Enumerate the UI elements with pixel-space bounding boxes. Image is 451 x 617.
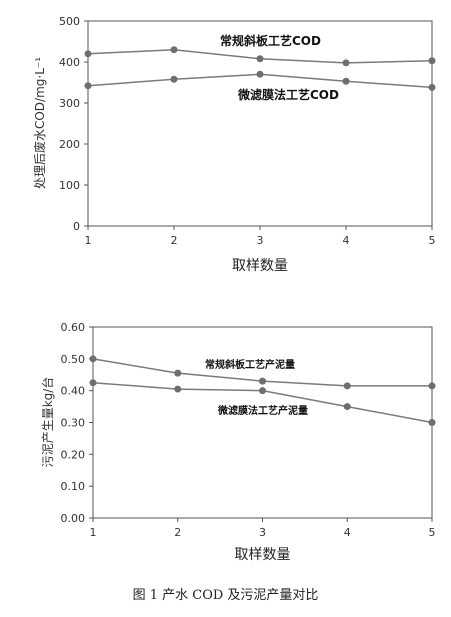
data-point [89, 355, 97, 363]
y-tick-label: 300 [59, 97, 80, 110]
x-tick-label: 5 [429, 234, 436, 247]
series-2: 微滤膜法工艺产泥量 [89, 379, 436, 426]
data-point [343, 403, 351, 411]
data-point [170, 75, 178, 83]
y-tick-label: 400 [59, 56, 80, 69]
y-tick-label: 0.10 [61, 480, 86, 493]
data-point [342, 77, 350, 85]
series-2: 微滤膜法工艺COD [84, 70, 436, 102]
data-point [256, 55, 264, 63]
data-point [84, 50, 92, 58]
x-tick-label: 5 [429, 526, 436, 539]
data-point [428, 419, 436, 426]
plot-frame [92, 326, 433, 519]
x-tick-label: 4 [343, 234, 350, 247]
chart-1: 0 100 200 300 400 500 1 2 3 4 5 取样数量 处理后废水COD/mg·L⁻¹… [32, 15, 436, 274]
x-tick-label: 1 [90, 526, 97, 539]
series-label: 常规斜板工艺产泥量 [205, 358, 295, 371]
data-point [89, 379, 97, 387]
data-point [256, 70, 264, 78]
x-axis-title: 取样数量 [235, 547, 291, 563]
data-point [174, 385, 182, 393]
y-tick-label: 500 [59, 15, 80, 28]
data-point [428, 57, 436, 65]
y-tick-label: 200 [59, 138, 80, 151]
y-tick-label: 0.60 [61, 321, 86, 334]
x-axis-title: 取样数量 [232, 258, 288, 274]
y-axis-title: 处理后废水COD/mg·L⁻¹ [32, 57, 47, 189]
data-point [174, 369, 182, 377]
data-point [84, 82, 92, 90]
y-tick-label: 0.00 [61, 512, 86, 525]
y-tick-label: 0.50 [61, 353, 86, 366]
data-point [342, 59, 350, 67]
y-tick-label: 0.20 [61, 448, 86, 461]
x-tick-label: 3 [257, 234, 264, 247]
y-tick-label: 0.30 [61, 417, 86, 430]
x-tick-label: 2 [174, 526, 181, 539]
x-tick-label: 3 [259, 526, 266, 539]
series-1: 常规斜板工艺产泥量 [89, 355, 436, 390]
series-label: 微滤膜法工艺COD [237, 87, 339, 102]
data-point [259, 377, 266, 385]
x-tick-label: 2 [171, 234, 178, 247]
data-point [259, 387, 266, 395]
x-tick-label: 4 [344, 526, 351, 539]
chart-2: 0.00 0.10 0.20 0.30 0.40 0.50 0.60 1 2 3 4 5 取样数量 污泥产… [40, 321, 436, 563]
y-tick-label: 100 [59, 179, 80, 192]
series-label: 常规斜板工艺COD [220, 33, 321, 48]
data-point [428, 83, 436, 91]
figure-caption: 图 1 产水 COD 及污泥产量对比 [132, 588, 319, 603]
y-tick-label: 0 [73, 220, 80, 233]
x-tick-label: 1 [85, 234, 92, 247]
y-tick-label: 0.40 [61, 385, 86, 398]
data-point [343, 382, 351, 390]
data-point [170, 46, 178, 54]
series-label: 微滤膜法工艺产泥量 [217, 404, 308, 417]
y-axis-title: 污泥产生量kg/台 [40, 377, 55, 468]
data-point [428, 382, 436, 390]
series-1: 常规斜板工艺COD [84, 33, 436, 67]
